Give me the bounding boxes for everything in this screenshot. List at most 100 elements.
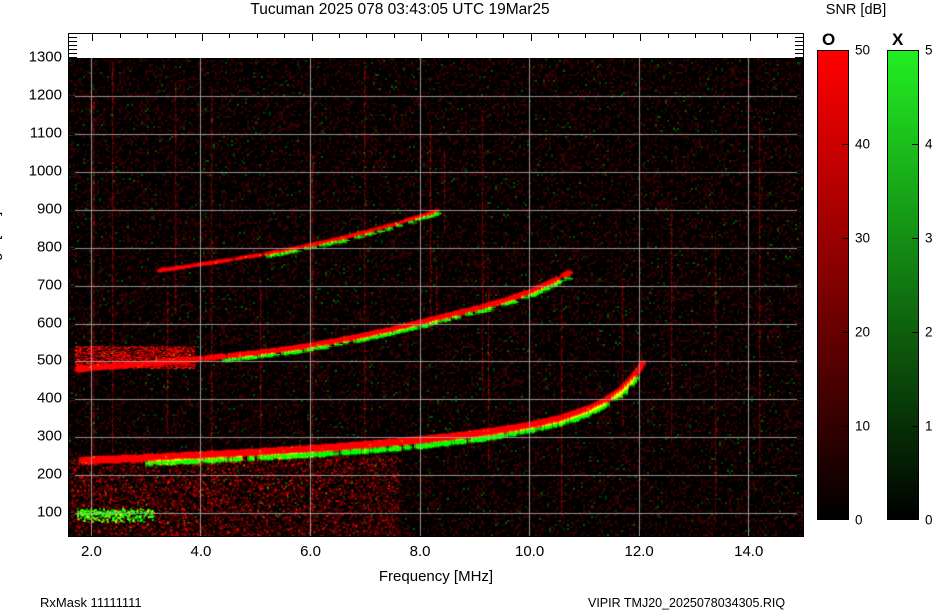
y-axis-tick-label: 1300 <box>28 48 62 66</box>
x-axis-tick-label: 4.0 <box>190 543 212 560</box>
colorbar-x-tick-label: 0 <box>925 512 932 528</box>
top-band-minor-tick <box>722 34 724 38</box>
x-axis-tick-label: 2.0 <box>80 543 102 560</box>
x-axis-title: Frequency [MHz] <box>378 568 494 585</box>
colorbar-x-tick-label: 40 <box>925 136 932 152</box>
top-band-minor-tick <box>612 34 614 38</box>
x-axis-tick <box>201 530 203 537</box>
y-axis-tick-label: 800 <box>36 238 62 256</box>
y-axis-tick-label: 1100 <box>29 124 62 142</box>
y-axis-tick <box>797 171 804 173</box>
y-axis-tick <box>797 133 804 135</box>
top-band-minor-tick <box>393 34 395 38</box>
y-axis-tick <box>68 171 75 173</box>
colorbar-tick <box>912 426 919 427</box>
colorbar-tick <box>912 238 919 239</box>
y-axis-tick-label: 400 <box>36 389 62 407</box>
y-axis-tick-label: 300 <box>36 427 62 445</box>
y-axis-tick <box>797 437 804 439</box>
colorbar-o-tick-label: 50 <box>855 42 871 58</box>
top-band-minor-tick <box>366 34 368 38</box>
y-axis-tick <box>68 209 75 211</box>
y-axis-tick <box>797 247 804 249</box>
y-axis-tick-label: 700 <box>36 276 62 294</box>
y-axis-tick-label: 1000 <box>28 162 62 180</box>
y-axis-tick-label: 200 <box>36 465 62 483</box>
y-axis-tick <box>68 513 75 515</box>
top-band-minor-tick <box>777 34 779 38</box>
top-band-minor-tick <box>284 34 286 38</box>
y-axis-tick <box>797 209 804 211</box>
y-axis-tick <box>68 437 75 439</box>
x-axis-tick <box>640 530 642 537</box>
page-title: Tucuman 2025 078 03:43:05 UTC 19Mar25 <box>250 1 550 18</box>
top-band-tick <box>311 34 313 41</box>
band-right-tick <box>795 49 803 50</box>
y-axis-tick-label: 100 <box>36 503 62 521</box>
colorbar-x-tick-label: 10 <box>925 418 932 434</box>
top-band-tick <box>749 34 751 41</box>
colorbar-title: SNR [dB] <box>825 2 887 18</box>
y-axis-tick <box>68 95 75 97</box>
x-axis-tick-label: 6.0 <box>300 543 321 560</box>
colorbar-o-tick-label: 20 <box>855 324 871 340</box>
top-band-minor-tick <box>475 34 477 38</box>
x-axis-tick <box>530 530 532 537</box>
colorbar-tick <box>842 144 849 145</box>
x-axis-tick-label: 10.0 <box>515 543 545 560</box>
colorbar-tick <box>842 332 849 333</box>
colorbar-tick <box>912 332 919 333</box>
top-band-tick <box>530 34 532 41</box>
y-axis-tick-label: 1200 <box>28 86 62 104</box>
band-left-tick <box>69 53 77 54</box>
y-axis-tick-label: 900 <box>36 200 62 218</box>
band-left-tick <box>69 41 77 42</box>
colorbar-o-tick-label: 30 <box>855 230 871 246</box>
y-axis-tick <box>68 133 75 135</box>
vipir-file-label: VIPIR TMJ20_2025078034305.RIQ <box>588 596 786 610</box>
band-right-tick <box>795 57 803 58</box>
y-axis-tick <box>68 323 75 325</box>
ionogram-canvas <box>69 58 803 536</box>
band-right-tick <box>795 41 803 42</box>
top-band-tick <box>92 34 94 41</box>
colorbar-x-tick-label: 30 <box>925 230 932 246</box>
top-tick-band <box>69 34 803 58</box>
y-axis-tick <box>68 399 75 401</box>
y-axis-tick <box>797 361 804 363</box>
colorbar-o-tick-label: 0 <box>855 512 863 528</box>
top-band-minor-tick <box>229 34 231 38</box>
y-axis-tick <box>68 247 75 249</box>
colorbar-tick <box>842 426 849 427</box>
top-band-minor-tick <box>503 34 505 38</box>
top-band-minor-tick <box>147 34 149 38</box>
x-axis-tick <box>749 530 751 537</box>
y-axis-tick <box>68 361 75 363</box>
top-band-minor-tick <box>119 34 121 38</box>
band-left-tick <box>69 57 77 58</box>
x-axis-tick-label: 12.0 <box>624 543 654 560</box>
top-band-minor-tick <box>558 34 559 38</box>
colorbar-o-tick-label: 40 <box>855 136 871 152</box>
y-axis-tick <box>797 58 804 59</box>
y-axis-tick <box>797 323 804 325</box>
top-band-tick <box>421 34 423 41</box>
ionogram-image-area <box>69 58 803 536</box>
top-band-minor-tick <box>338 34 340 38</box>
colorbar-o-tick-label: 10 <box>855 418 871 434</box>
band-left-tick <box>69 45 77 46</box>
band-right-tick <box>795 53 803 54</box>
ionogram-plot <box>68 33 804 537</box>
y-axis-tick-label: 500 <box>36 351 62 369</box>
colorbar-tick <box>912 144 919 145</box>
colorbar-x-tick-label: 50 <box>925 42 932 58</box>
colorbar-x-label: X <box>892 30 904 49</box>
y-axis-tick <box>797 475 804 477</box>
top-band-tick <box>640 34 642 41</box>
colorbar-x-tick-label: 20 <box>925 324 932 340</box>
top-band-minor-tick <box>667 34 669 38</box>
top-band-minor-tick <box>174 34 176 38</box>
top-band-tick <box>201 34 203 41</box>
y-axis-tick <box>68 475 75 477</box>
